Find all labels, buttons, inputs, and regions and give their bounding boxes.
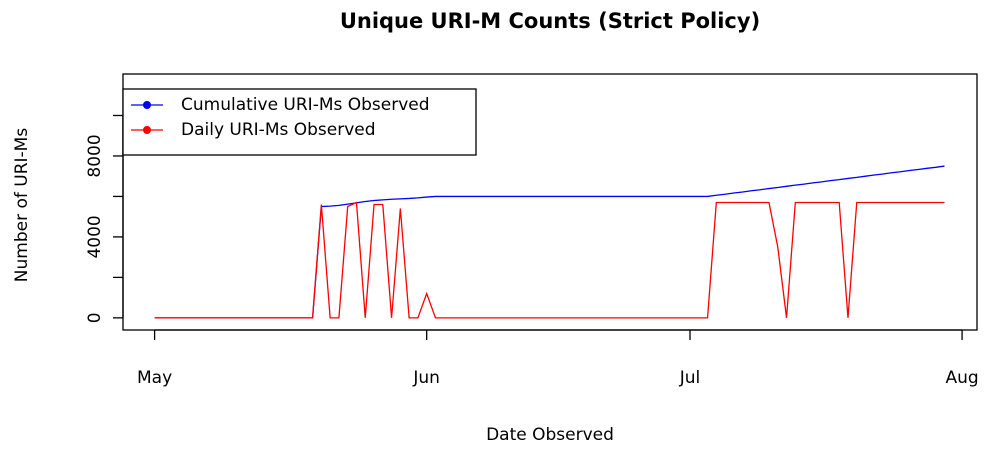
legend-dot xyxy=(143,101,151,109)
x-axis-label: Date Observed xyxy=(486,425,614,445)
legend-label: Daily URI-Ms Observed xyxy=(181,120,376,140)
chart-title: Unique URI-M Counts (Strict Policy) xyxy=(340,9,760,33)
y-axis-label: Number of URI-Ms xyxy=(12,128,32,283)
y-tick-label: 4000 xyxy=(85,215,105,258)
legend: Cumulative URI-Ms Observed Daily URI-Ms O… xyxy=(122,88,477,156)
y-tick-label: 8000 xyxy=(85,134,105,177)
legend-label: Cumulative URI-Ms Observed xyxy=(181,95,430,115)
y-tick-label: 0 xyxy=(85,312,105,323)
legend-dot xyxy=(143,126,151,134)
x-tick-label: Jul xyxy=(679,368,701,388)
series-line xyxy=(154,201,945,319)
series-line xyxy=(154,165,945,319)
legend-box xyxy=(122,88,477,156)
x-tick-label: Jun xyxy=(412,368,440,388)
x-tick-label: May xyxy=(137,368,172,388)
x-tick-label: Aug xyxy=(945,368,978,388)
